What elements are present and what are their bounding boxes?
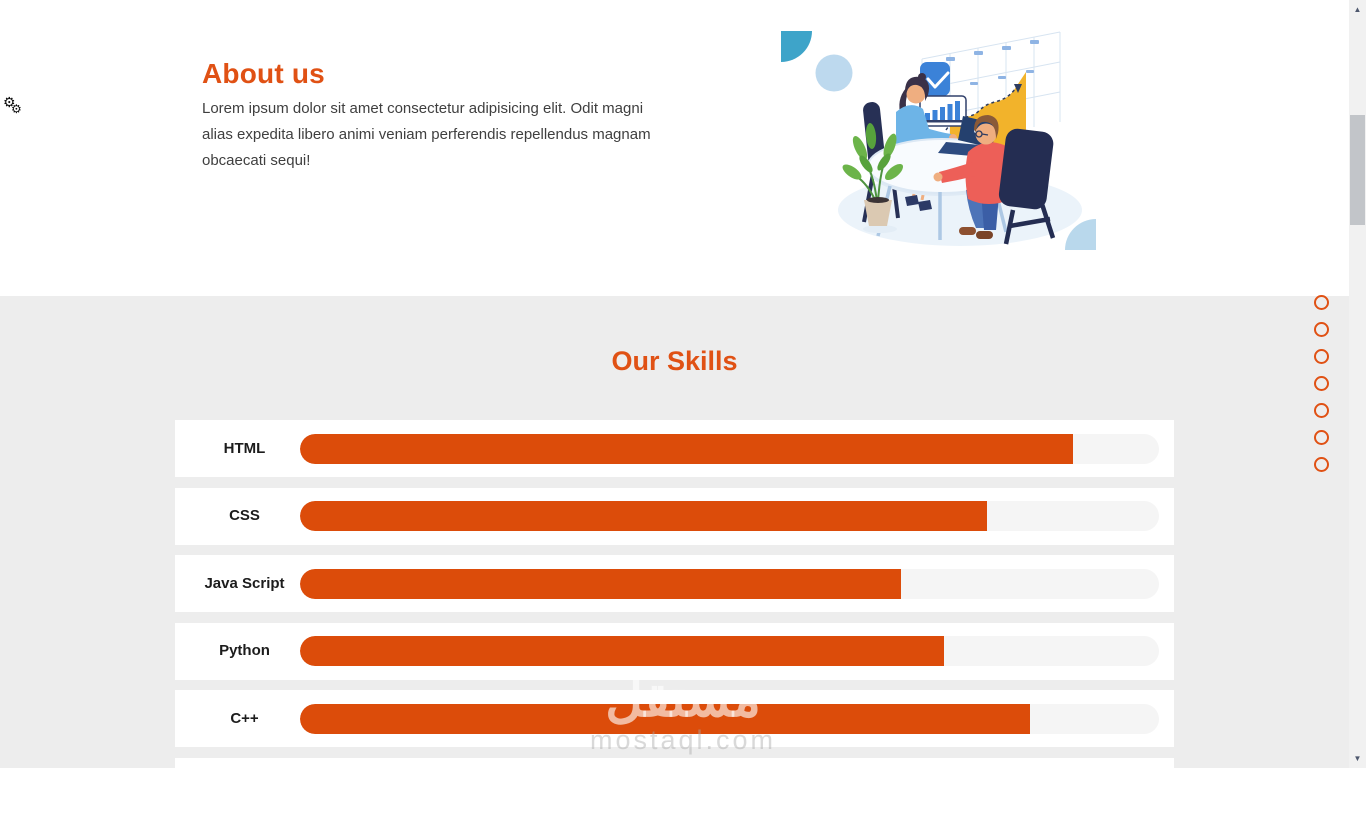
about-title: About us xyxy=(202,58,325,89)
scroll-up-arrow[interactable]: ▲ xyxy=(1353,5,1362,14)
grid-tags xyxy=(946,40,1039,85)
nav-dot[interactable] xyxy=(1314,322,1329,337)
skill-label-zone: Java Script xyxy=(175,575,300,593)
skill-progress-fill xyxy=(300,433,1074,464)
skill-card: CSS xyxy=(175,487,1174,545)
skill-card: Java Script xyxy=(175,555,1174,612)
nav-dot[interactable] xyxy=(1314,457,1329,472)
skill-progress-track xyxy=(300,636,1159,666)
skill-label: HTML xyxy=(223,439,266,457)
scrollbar-thumb[interactable] xyxy=(1350,115,1365,225)
nav-dot[interactable] xyxy=(1314,376,1329,391)
skill-progress-track xyxy=(300,703,1159,734)
circle-shape xyxy=(815,54,853,92)
skill-progress-fill xyxy=(300,501,988,531)
skill-progress-fill xyxy=(300,703,1031,734)
chair-right xyxy=(998,128,1056,245)
grid-panel xyxy=(921,31,1061,149)
skill-card-partial xyxy=(175,757,1174,815)
mini-bars xyxy=(925,101,960,121)
quarter-circle-shape xyxy=(781,31,812,62)
scrollbar[interactable]: ▲ ▼ xyxy=(1349,0,1366,768)
skill-label: CSS xyxy=(229,507,260,524)
plant xyxy=(842,123,904,233)
gear-icon: ⚙ xyxy=(3,94,16,110)
checkmark-icon xyxy=(926,71,950,89)
skill-progress-track xyxy=(300,568,1159,599)
about-section: ⚙ ⚙ About us Lorem ipsum dolor sit amet … xyxy=(0,0,1349,296)
skill-card: HTML xyxy=(175,420,1174,477)
skill-progress-track xyxy=(300,501,1159,531)
skill-label-zone: CSS xyxy=(175,507,300,525)
arrow-head xyxy=(1014,84,1022,93)
nav-dot[interactable] xyxy=(1314,430,1329,445)
skill-label-zone: Python xyxy=(175,642,300,660)
skill-card: C++ xyxy=(175,690,1174,747)
scroll-down-arrow[interactable]: ▼ xyxy=(1353,754,1362,763)
nav-dot[interactable] xyxy=(1314,403,1329,418)
skill-progress-fill xyxy=(300,636,945,666)
skill-label-zone: C++ xyxy=(175,710,300,728)
nav-dot[interactable] xyxy=(1314,349,1329,364)
skill-label-zone: HTML xyxy=(175,440,300,458)
skill-card: Python xyxy=(175,622,1174,680)
skill-label: C++ xyxy=(230,709,259,727)
gear-icon: ⚙ xyxy=(11,102,22,116)
skill-progress-track xyxy=(300,433,1159,464)
section-nav-dots xyxy=(1314,295,1329,484)
skill-progress-fill xyxy=(300,568,902,599)
meeting-illustration xyxy=(781,31,1096,250)
skills-title: Our Skills xyxy=(611,346,738,376)
skill-label: Python xyxy=(219,642,270,659)
about-description: Lorem ipsum dolor sit amet consectetur a… xyxy=(202,100,651,169)
skill-label: Java Script xyxy=(204,574,285,592)
nav-dot[interactable] xyxy=(1314,295,1329,310)
quarter-circle-shape xyxy=(1065,219,1096,250)
